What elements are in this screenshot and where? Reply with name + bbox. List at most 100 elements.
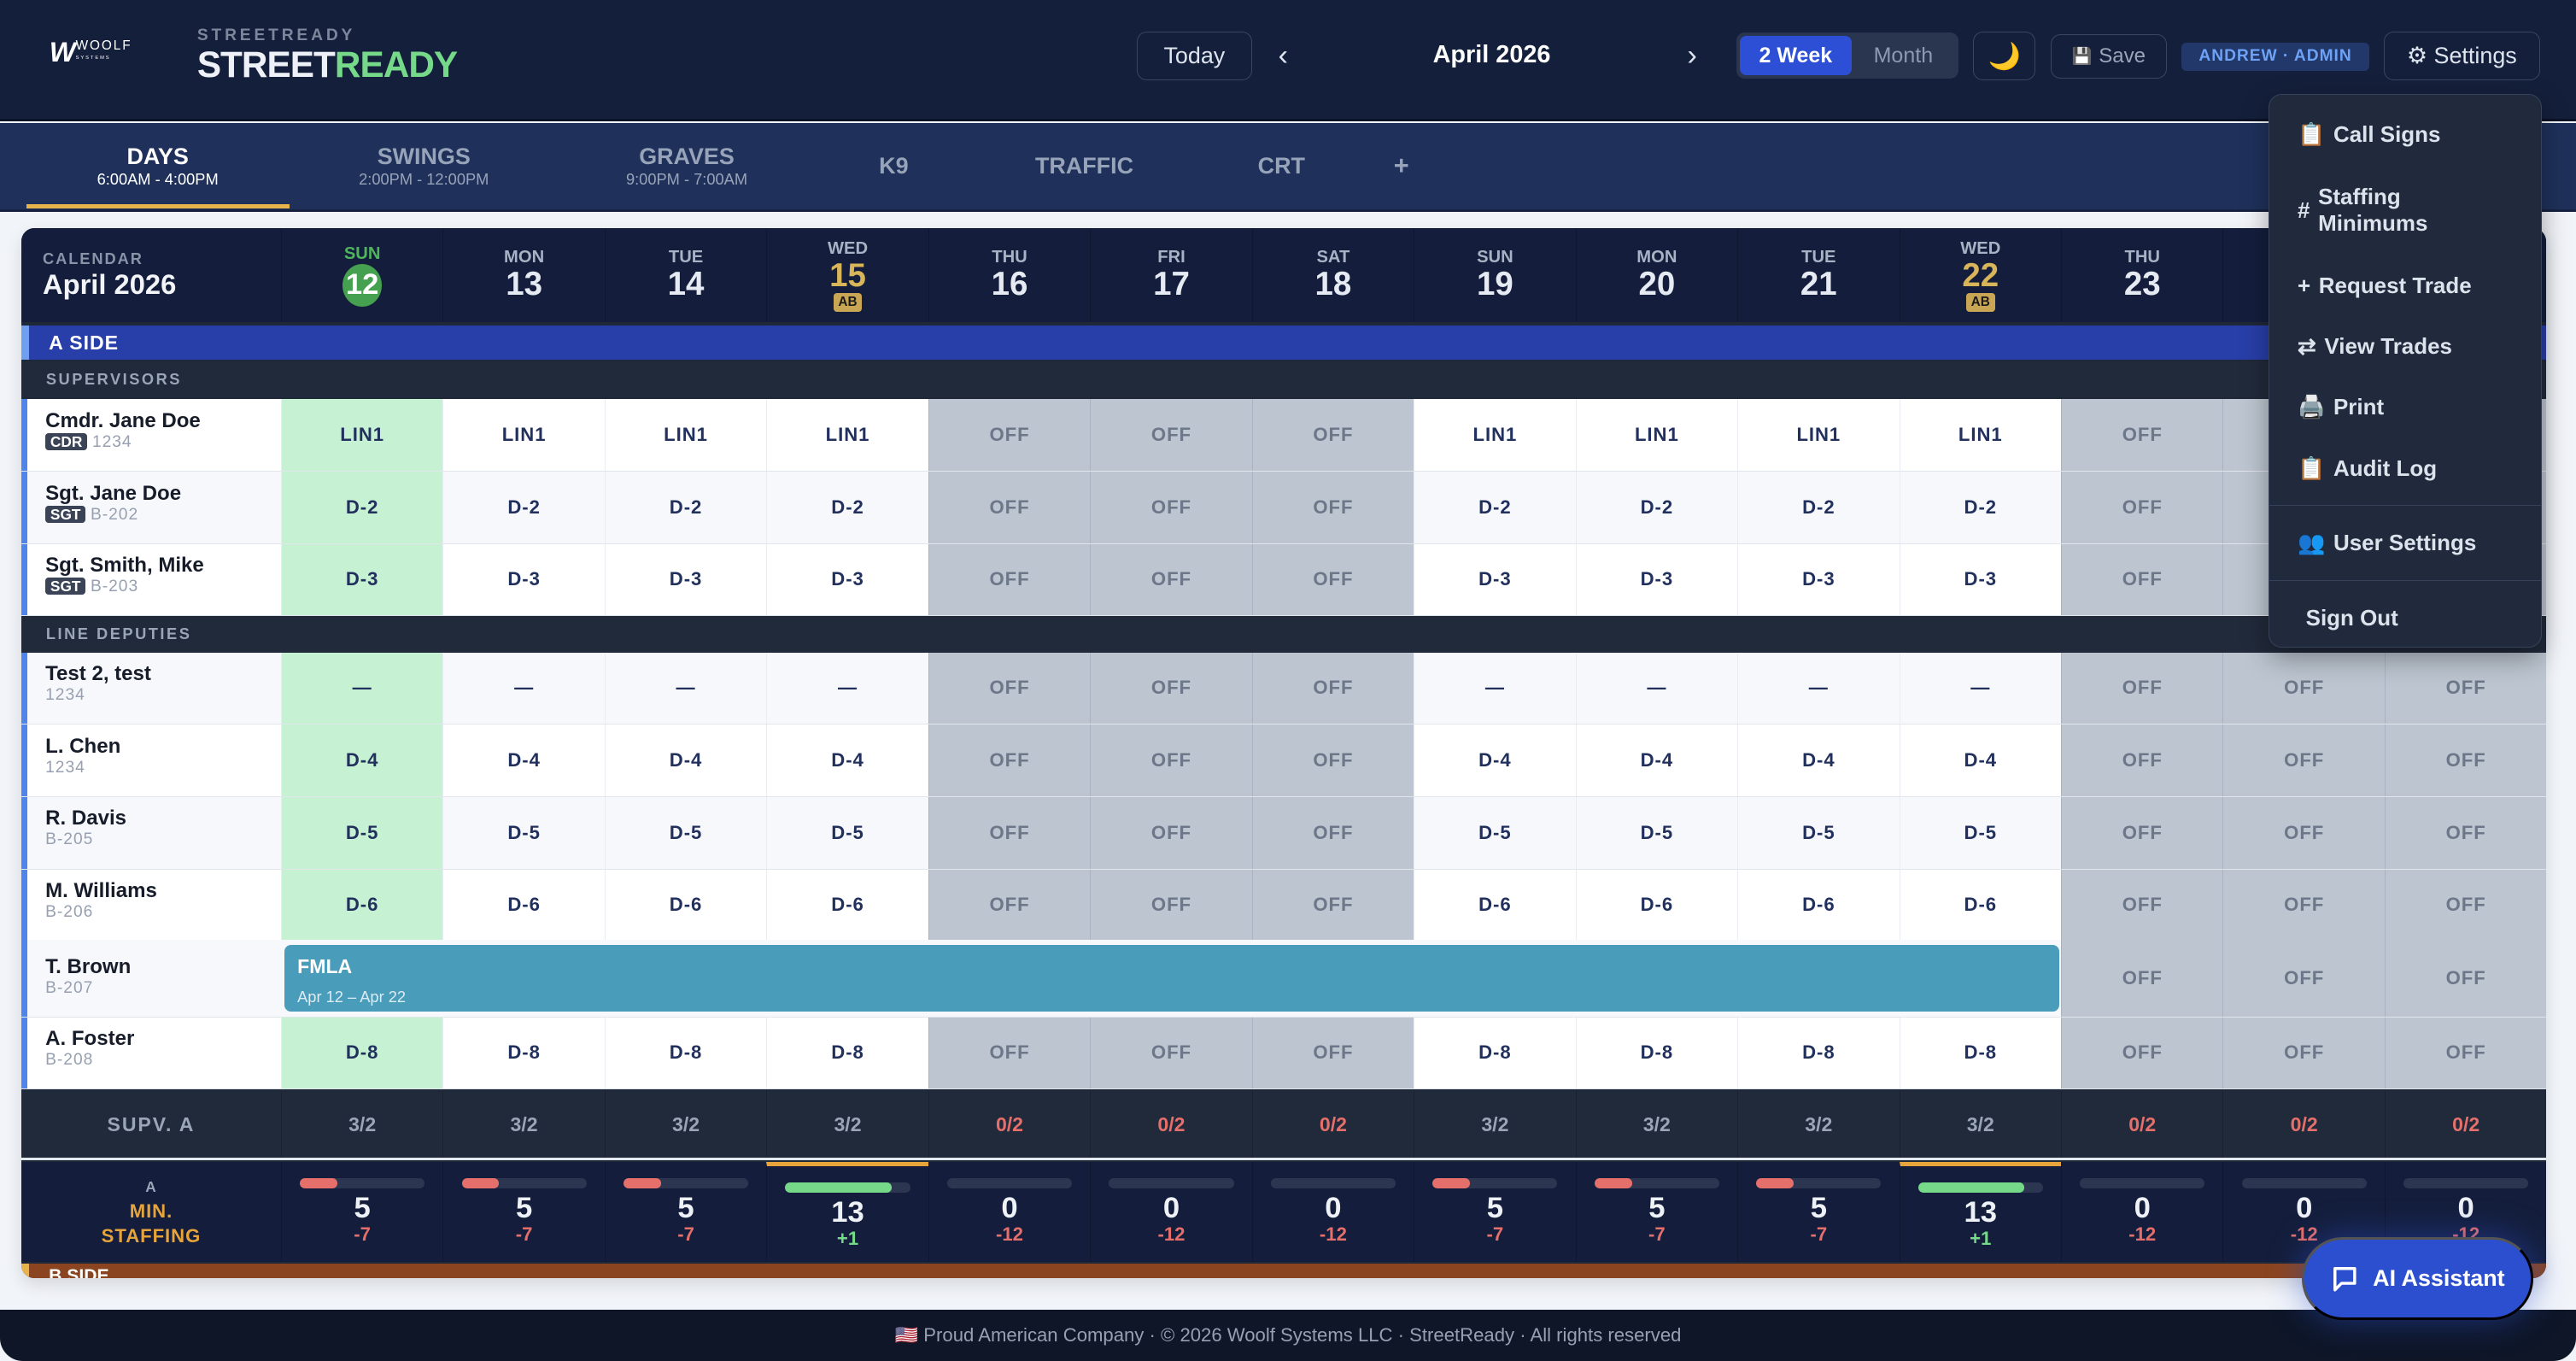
shift-cell[interactable]: LIN1 [1899, 399, 2061, 472]
shift-cell[interactable]: D-4 [1575, 724, 1737, 796]
shift-cell[interactable]: OFF [928, 543, 1091, 616]
shift-cell[interactable]: OFF [2384, 652, 2547, 724]
shift-cell[interactable]: D-8 [604, 1017, 766, 1089]
shift-cell[interactable]: D-4 [1899, 724, 2061, 796]
shift-cell[interactable]: D-5 [1737, 796, 1899, 869]
shift-cell[interactable]: D-4 [1414, 724, 1575, 796]
shift-cell[interactable]: LIN1 [766, 399, 928, 472]
shift-cell[interactable]: OFF [2222, 869, 2385, 942]
day-header[interactable]: SAT 18 [1251, 228, 1414, 322]
shift-cell[interactable]: OFF [1090, 399, 1252, 472]
shift-cell[interactable]: OFF [1251, 652, 1414, 724]
shift-cell[interactable]: OFF [928, 652, 1091, 724]
shift-cell[interactable]: OFF [1090, 652, 1252, 724]
leave-block-fmla[interactable]: FMLA Apr 12 – Apr 22 [284, 945, 2060, 1012]
day-header[interactable]: MON 13 [442, 228, 604, 322]
settings-button[interactable]: ⚙ Settings [2383, 31, 2540, 81]
shift-cell[interactable]: D-2 [766, 472, 928, 543]
shift-cell[interactable]: OFF [1251, 472, 1414, 543]
employee-name-cell[interactable]: Sgt. Jane Doe SGT B-202 [21, 472, 281, 543]
tab-swings[interactable]: SWINGS 2:00PM - 12:00PM [292, 123, 555, 208]
shift-cell[interactable]: OFF [1251, 724, 1414, 796]
shift-cell[interactable]: OFF [1251, 796, 1414, 869]
shift-cell[interactable]: — [604, 652, 766, 724]
shift-cell[interactable]: D-3 [604, 543, 766, 616]
shift-cell[interactable]: D-8 [1899, 1017, 2061, 1089]
shift-cell[interactable]: D-6 [1575, 869, 1737, 942]
employee-name-cell[interactable]: T. Brown B-207 [21, 940, 281, 1017]
shift-cell[interactable]: OFF [928, 399, 1091, 472]
shift-cell[interactable]: — [766, 652, 928, 724]
shift-cell[interactable]: OFF [2384, 1017, 2547, 1089]
save-button[interactable]: 💾 Save [2050, 34, 2168, 79]
prev-chevron-icon[interactable]: ‹ [1278, 39, 1288, 73]
shift-cell[interactable]: OFF [928, 869, 1091, 942]
shift-cell[interactable]: D-2 [1899, 472, 2061, 543]
shift-cell[interactable]: D-2 [1575, 472, 1737, 543]
shift-cell[interactable]: OFF [928, 1017, 1091, 1089]
shift-cell[interactable]: D-3 [1899, 543, 2061, 616]
menu-item-request-trade[interactable]: + Request Trade [2269, 255, 2540, 316]
menu-item-call-signs[interactable]: 📋 Call Signs [2269, 104, 2540, 165]
shift-cell[interactable]: OFF [1251, 543, 1414, 616]
next-chevron-icon[interactable]: › [1687, 39, 1697, 73]
shift-cell[interactable]: — [280, 652, 443, 724]
shift-cell[interactable]: — [1575, 652, 1737, 724]
day-header[interactable]: TUE 14 [604, 228, 766, 322]
shift-cell[interactable]: OFF [2061, 652, 2223, 724]
menu-item-staffing-minimums[interactable]: # Staffing Minimums [2269, 165, 2540, 255]
shift-cell[interactable]: OFF [2061, 796, 2223, 869]
shift-cell[interactable]: D-3 [280, 543, 443, 616]
shift-cell[interactable]: D-5 [280, 796, 443, 869]
shift-cell[interactable]: — [1737, 652, 1899, 724]
tab-crt[interactable]: CRT [1150, 123, 1413, 208]
a-side-header[interactable]: A SIDE [21, 325, 2547, 361]
shift-cell[interactable]: D-8 [1414, 1017, 1575, 1089]
tab-graves[interactable]: GRAVES 9:00PM - 7:00AM [555, 123, 818, 208]
shift-cell[interactable]: D-6 [280, 869, 443, 942]
shift-cell[interactable]: D-3 [766, 543, 928, 616]
shift-cell[interactable]: LIN1 [1737, 399, 1899, 472]
shift-cell[interactable]: LIN1 [604, 399, 766, 472]
tab-k9[interactable]: K9 [763, 123, 1026, 208]
shift-cell[interactable]: OFF [1251, 1017, 1414, 1089]
menu-item-view-trades[interactable]: ⇄ View Trades [2269, 316, 2540, 377]
shift-cell[interactable]: OFF [1090, 1017, 1252, 1089]
view-2week-button[interactable]: 2 Week [1739, 36, 1852, 76]
shift-cell[interactable]: OFF [1090, 869, 1252, 942]
shift-cell[interactable]: OFF [928, 796, 1091, 869]
shift-cell[interactable]: OFF [1090, 472, 1252, 543]
b-side-header[interactable]: B SIDE [21, 1264, 2547, 1279]
day-header[interactable]: WED 15 AB [766, 228, 928, 322]
menu-item-sign-out[interactable]: Sign Out [2269, 588, 2540, 648]
shift-cell[interactable]: D-5 [766, 796, 928, 869]
shift-cell[interactable]: OFF [2384, 796, 2547, 869]
shift-cell[interactable]: OFF [2384, 724, 2547, 796]
day-header[interactable]: THU 16 [928, 228, 1090, 322]
add-tab-button[interactable]: + [1393, 150, 1409, 181]
shift-cell[interactable]: D-3 [442, 543, 604, 616]
shift-cell[interactable]: OFF [2384, 940, 2547, 1017]
shift-cell[interactable]: D-6 [766, 869, 928, 942]
shift-cell[interactable]: LIN1 [1414, 399, 1575, 472]
menu-item-audit-log[interactable]: 📋 Audit Log [2269, 438, 2540, 499]
shift-cell[interactable]: OFF [1090, 724, 1252, 796]
shift-cell[interactable]: D-8 [442, 1017, 604, 1089]
shift-cell[interactable]: D-2 [604, 472, 766, 543]
employee-name-cell[interactable]: L. Chen 1234 [21, 724, 281, 796]
shift-cell[interactable]: OFF [2061, 399, 2223, 472]
shift-cell[interactable]: OFF [2061, 940, 2223, 1017]
shift-cell[interactable]: D-8 [766, 1017, 928, 1089]
shift-cell[interactable]: D-2 [1737, 472, 1899, 543]
shift-cell[interactable]: D-5 [1575, 796, 1737, 869]
shift-cell[interactable]: OFF [2384, 869, 2547, 942]
tab-traffic[interactable]: TRAFFIC [953, 123, 1216, 208]
shift-cell[interactable]: D-8 [280, 1017, 443, 1089]
shift-cell[interactable]: OFF [1090, 543, 1252, 616]
shift-cell[interactable]: D-5 [1899, 796, 2061, 869]
day-header[interactable]: TUE 21 [1737, 228, 1899, 322]
day-header[interactable]: THU 23 [2061, 228, 2222, 322]
employee-name-cell[interactable]: Test 2, test 1234 [21, 652, 281, 724]
today-button[interactable]: Today [1137, 31, 1252, 81]
shift-cell[interactable]: D-3 [1737, 543, 1899, 616]
